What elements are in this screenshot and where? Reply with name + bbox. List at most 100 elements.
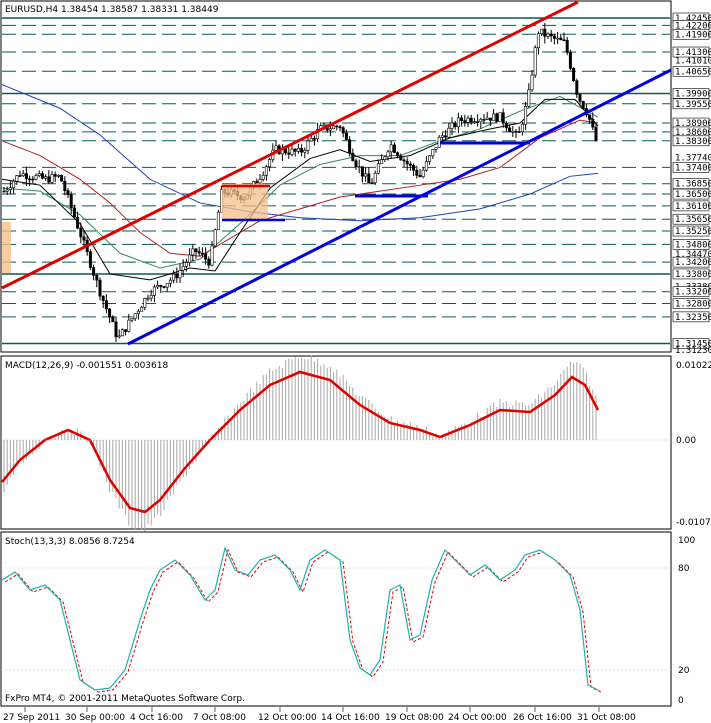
price-label: 1.36100 <box>675 202 711 212</box>
candle-body <box>60 174 64 182</box>
candle-body <box>63 180 67 191</box>
price-label-box <box>672 162 710 173</box>
candle-body <box>261 175 265 180</box>
candle-body <box>562 39 566 42</box>
stoch-panel[interactable] <box>0 531 672 707</box>
candle-body <box>210 245 214 266</box>
candle-body <box>527 89 531 107</box>
candle-body <box>88 251 92 268</box>
ma-fast-line <box>1 98 599 281</box>
candle-body <box>328 128 332 131</box>
time-label: 7 Oct 08:00 <box>193 713 246 723</box>
candle-body <box>447 127 451 138</box>
lower-channel-line[interactable] <box>127 68 672 346</box>
horizontal-level-lines <box>2 17 670 345</box>
candle-body <box>469 117 473 123</box>
candle-body <box>136 310 140 315</box>
candle-body <box>143 298 147 308</box>
candle-body <box>428 155 432 162</box>
candle-body <box>172 273 176 281</box>
candle-body <box>197 251 201 254</box>
price-label: 1.42450 <box>675 14 711 24</box>
candle-body <box>117 335 121 338</box>
price-label: 1.42200 <box>675 21 711 31</box>
upper-channel-line[interactable] <box>1 0 579 290</box>
candle-body <box>181 266 185 271</box>
macd-header: MACD(12,26,9) -0.001551 0.003618 <box>5 361 168 371</box>
candle-body <box>79 227 83 238</box>
candle-body <box>421 169 425 177</box>
candle-body <box>287 152 291 155</box>
candle-body <box>31 178 35 181</box>
time-axis: 27 Sep 2011 30 Sep 00:00 4 Oct 16:00 7 Oct … <box>3 707 636 723</box>
candle-body <box>572 68 576 81</box>
candle-body <box>408 163 412 166</box>
price-label: 1.35250 <box>675 227 711 237</box>
candle-body <box>12 180 16 189</box>
candle-body <box>191 248 195 256</box>
price-label-box <box>672 28 710 40</box>
candle-body <box>418 175 422 177</box>
candle-body <box>508 127 512 133</box>
candle-body <box>207 258 211 266</box>
candle-body <box>549 33 553 37</box>
candle-body <box>476 121 480 123</box>
candlestick-series <box>2 22 598 343</box>
copyright-text: FxPro MT4, © 2001-2011 MetaQuotes Softwa… <box>5 694 245 704</box>
candle-body <box>460 117 464 121</box>
candle-body <box>108 308 112 318</box>
time-label: 14 Oct 16:00 <box>321 713 380 723</box>
time-label: 24 Oct 00:00 <box>448 713 507 723</box>
candle-body <box>344 132 348 141</box>
price-label-box <box>672 178 710 190</box>
candle-body <box>501 112 505 124</box>
main-price-panel[interactable] <box>0 0 672 353</box>
candle-body <box>312 138 316 140</box>
candle-body <box>552 35 556 39</box>
candle-body <box>338 126 342 129</box>
candle-body <box>341 127 345 134</box>
candle-body <box>415 170 419 176</box>
candle-body <box>504 122 508 129</box>
candle-body <box>290 148 294 155</box>
candle-body <box>392 144 396 153</box>
candle-body <box>162 286 166 288</box>
candle-body <box>466 117 470 123</box>
stoch-scale-80: 80 <box>678 564 690 574</box>
candle-body <box>396 152 400 157</box>
candle-body <box>332 125 336 130</box>
price-label: 1.35650 <box>675 215 711 225</box>
candle-body <box>556 37 560 40</box>
candle-body <box>111 316 115 323</box>
candle-body <box>159 284 163 287</box>
price-label: 1.36850 <box>675 180 711 190</box>
candle-body <box>76 216 80 229</box>
candle-body <box>322 124 326 127</box>
candle-body <box>146 297 150 300</box>
candle-body <box>188 254 192 263</box>
candle-body <box>140 307 144 312</box>
candle-body <box>168 279 172 284</box>
candle-body <box>472 121 476 123</box>
candle-body <box>300 148 304 153</box>
candle-body <box>594 126 598 142</box>
candle-body <box>565 39 569 53</box>
candle-body <box>376 163 380 174</box>
price-label-box <box>672 311 710 323</box>
candle-body <box>101 295 105 301</box>
ma-long-line <box>1 84 599 222</box>
price-label: 1.32350 <box>675 313 711 323</box>
price-label-box <box>672 286 710 298</box>
candle-body <box>200 252 204 255</box>
candle-body <box>213 229 217 247</box>
ma-slow-line <box>1 119 599 257</box>
candle-body <box>15 175 19 182</box>
candle-body <box>69 194 73 209</box>
candle-body <box>44 176 48 179</box>
time-label: 27 Sep 2011 <box>3 713 60 723</box>
price-label: 1.38300 <box>675 137 711 147</box>
candle-body <box>82 236 86 241</box>
candle-body <box>386 151 390 158</box>
candle-body <box>216 211 220 231</box>
